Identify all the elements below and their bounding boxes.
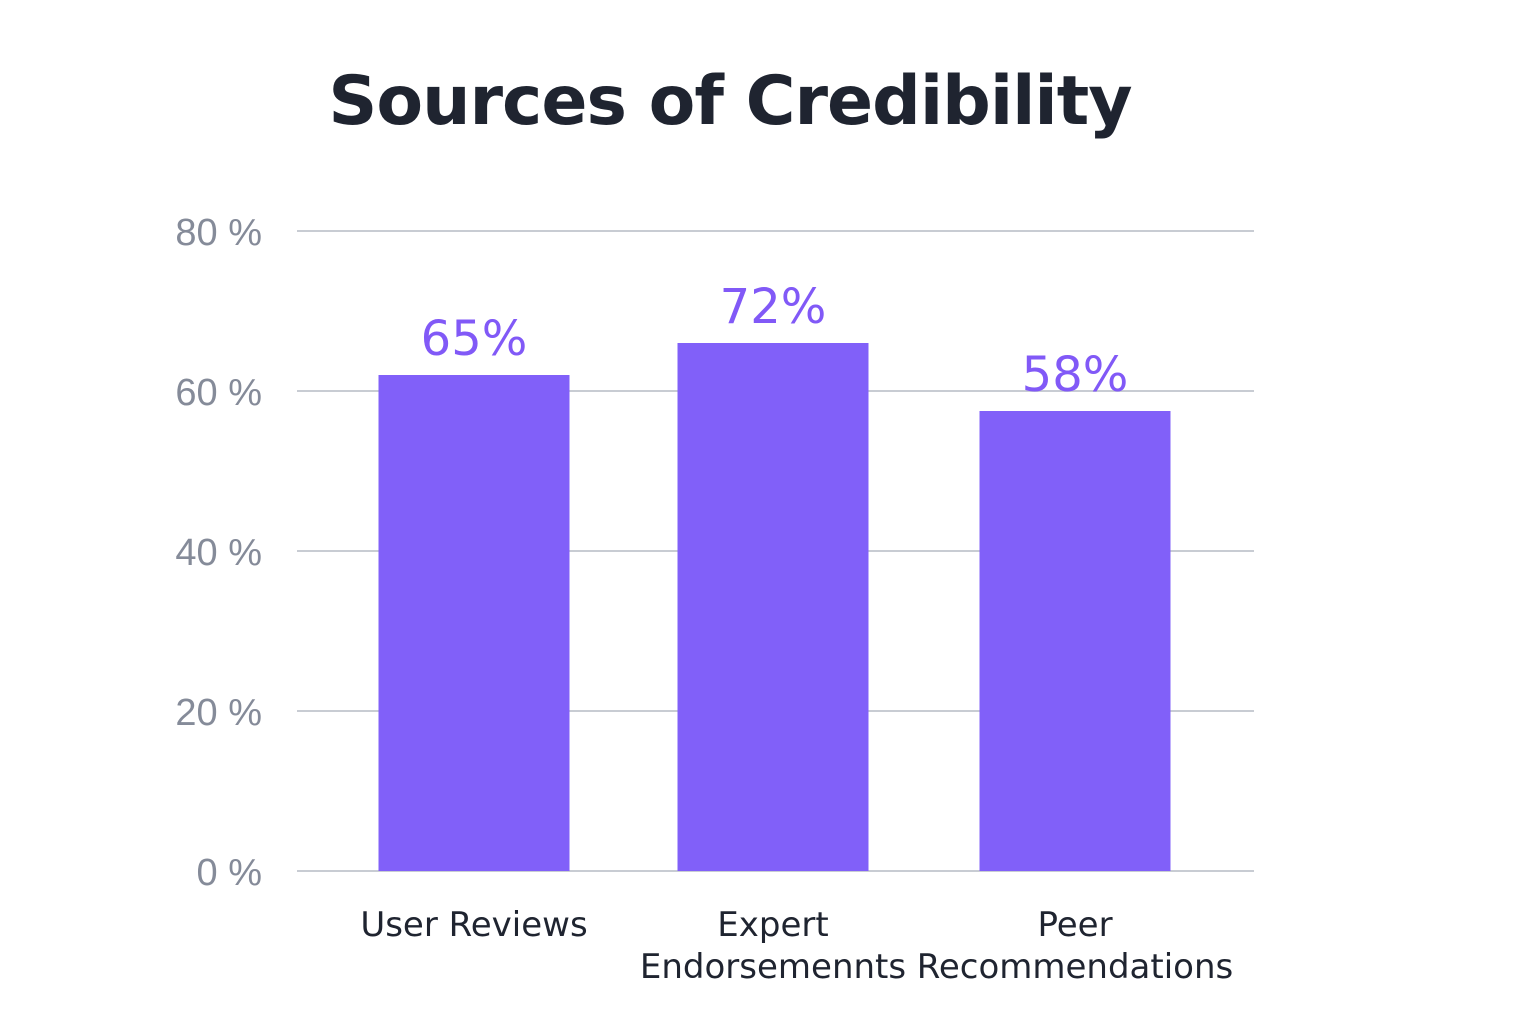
y-tick-label: 0 %: [197, 852, 262, 894]
data-label: 58%: [1022, 347, 1129, 403]
data-label: 72%: [720, 279, 827, 335]
data-labels: 65% 72% 58%: [421, 279, 1129, 403]
category-label: Peer Recommendations: [917, 905, 1233, 987]
category-label: User Reviews: [360, 905, 587, 945]
bar: [979, 411, 1171, 871]
y-tick-label: 80 %: [175, 212, 262, 254]
category-label: Expert Endorsemennts: [640, 905, 906, 987]
y-tick-label: 20 %: [175, 692, 262, 734]
chart-title: Sources of Credibility: [328, 62, 1132, 141]
y-tick-label: 40 %: [175, 532, 262, 574]
data-label: 65%: [421, 311, 528, 367]
bars: [378, 343, 1171, 871]
bar: [378, 375, 570, 871]
y-axis-ticks: 0 % 20 % 40 % 60 % 80 %: [175, 212, 262, 894]
bar: [677, 343, 869, 871]
y-tick-label: 60 %: [175, 372, 262, 414]
